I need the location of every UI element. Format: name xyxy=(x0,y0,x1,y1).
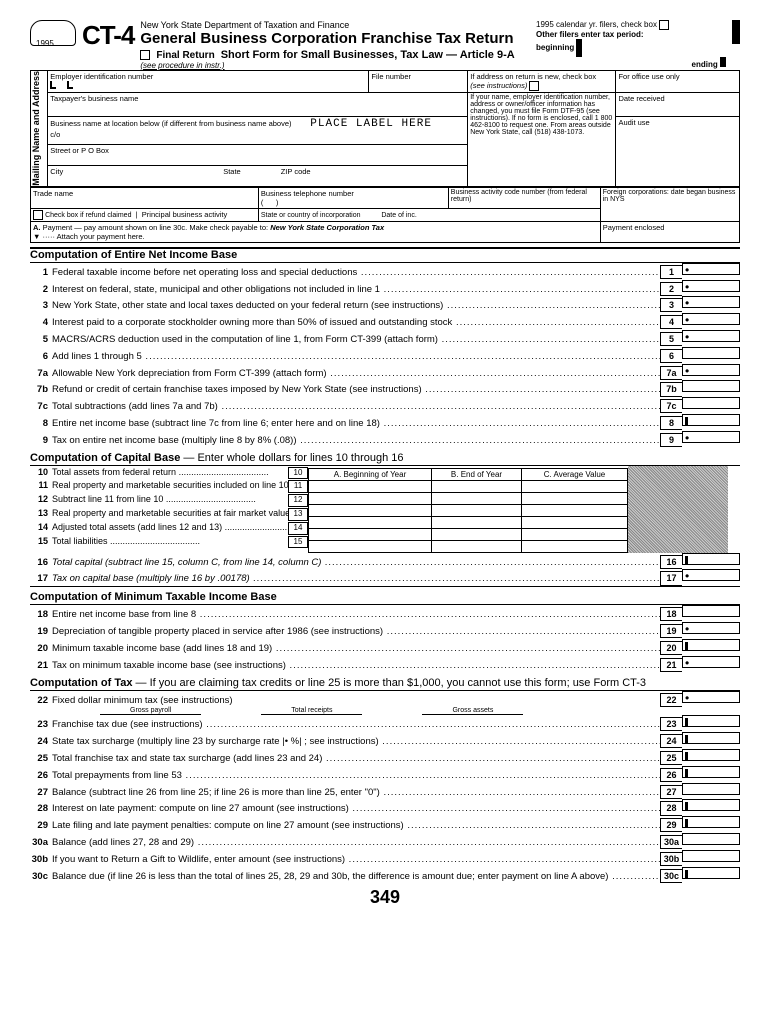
sec1-lines: 1Federal taxable income before net opera… xyxy=(30,263,740,448)
header-right: 1995 calendar yr. filers, check box Othe… xyxy=(536,20,726,69)
line-24: State tax surcharge (multiply line 23 by… xyxy=(52,736,660,749)
street[interactable]: Street or P O Box xyxy=(48,144,468,165)
city-state-zip[interactable]: CityStateZIP code xyxy=(48,165,468,186)
form-header: 1995 CT-4 New York State Department of T… xyxy=(30,20,740,70)
line-25: Total franchise tax and state tax surcha… xyxy=(52,753,660,766)
file-cell[interactable]: File number xyxy=(369,71,468,93)
beginning: beginning xyxy=(536,43,574,52)
final-checkbox[interactable] xyxy=(140,50,150,60)
ny-logo: 1995 xyxy=(30,20,76,54)
line-12: Subtract line 11 from line 10 xyxy=(52,493,288,505)
line-13: Real property and marketable securities … xyxy=(52,507,288,519)
line-9: Tax on entire net income base (multiply … xyxy=(52,435,660,448)
sec2-left: 10Total assets from federal return1011Re… xyxy=(30,466,308,553)
sec4-header: Computation of Tax — If you are claiming… xyxy=(30,677,740,691)
id-table: Mailing Name and Address Employer identi… xyxy=(30,70,740,187)
date-received: Date received xyxy=(616,93,740,117)
title: General Business Corporation Franchise T… xyxy=(140,30,530,47)
sec2-header: Computation of Capital Base — Enter whol… xyxy=(30,452,740,466)
line-30b: If you want to Return a Gift to Wildlife… xyxy=(52,854,660,867)
capital-table: A. Beginning of YearB. End of YearC. Ave… xyxy=(308,468,628,553)
line-7c: Total subtractions (add lines 7a and 7b) xyxy=(52,401,660,414)
pay-enclosed[interactable]: Payment enclosed xyxy=(600,221,739,242)
audit-use: Audit use xyxy=(616,117,740,186)
line-30a: Balance (add lines 27, 28 and 29) xyxy=(52,837,660,850)
sec3-header: Computation of Minimum Taxable Income Ba… xyxy=(30,591,740,605)
sec1-header: Computation of Entire Net Income Base xyxy=(30,247,740,263)
ein-cell[interactable]: Employer identification number xyxy=(48,71,369,93)
bloc[interactable]: Business name at location below (if diff… xyxy=(48,117,468,144)
line-26: Total prepayments from line 53 xyxy=(52,770,660,783)
line-4: Interest paid to a corporate stockholder… xyxy=(52,317,660,330)
page-number: 349 xyxy=(30,887,740,908)
cal-filers: 1995 calendar yr. filers, check box xyxy=(536,20,657,29)
cal-checkbox[interactable] xyxy=(659,20,669,30)
line-7a: Allowable New York depreciation from For… xyxy=(52,368,660,381)
line-29: Late filing and late payment penalties: … xyxy=(52,820,660,833)
sec3-lines: 18Entire net income base from line 81819… xyxy=(30,605,740,672)
corner-mark xyxy=(732,20,740,44)
line-27: Balance (subtract line 26 from line 25; … xyxy=(52,787,660,800)
year: 1995 xyxy=(36,39,54,48)
line-15: Total liabilities xyxy=(52,535,288,547)
col-a: A. Beginning of Year xyxy=(309,468,432,480)
line-23: Franchise tax due (see instructions) xyxy=(52,719,660,732)
short-form: Short Form for Small Businesses, Tax Law… xyxy=(221,49,515,61)
mailing-label: Mailing Name and Address xyxy=(31,71,41,186)
form-code: CT-4 xyxy=(82,20,134,51)
procedure: (see procedure in instr.) xyxy=(140,61,530,70)
line-16: Total capital (subtract line 15, column … xyxy=(52,557,660,570)
other-filers: Other filers enter tax period: xyxy=(536,30,726,39)
refund-row: Check box if refund claimed | Principal … xyxy=(31,208,259,221)
gross-labels: Gross payrollTotal receiptsGross assets xyxy=(100,707,740,715)
line-18: Entire net income base from line 8 xyxy=(52,609,660,622)
col-c: C. Average Value xyxy=(521,468,627,480)
col-b: B. End of Year xyxy=(432,468,522,480)
tbn[interactable]: Taxpayer's business name xyxy=(48,93,468,117)
bac[interactable]: Business activity code number (from fede… xyxy=(448,187,600,208)
line-2: Interest on federal, state, municipal an… xyxy=(52,284,660,297)
btel[interactable]: Business telephone number( ) xyxy=(258,187,448,208)
row2-table: Trade name Business telephone number( ) … xyxy=(30,187,740,243)
dept: New York State Department of Taxation an… xyxy=(140,20,530,30)
line-21: Tax on minimum taxable income base (see … xyxy=(52,660,660,673)
line-19: Depreciation of tangible property placed… xyxy=(52,626,660,639)
line-17: Tax on capital base (multiply line 16 by… xyxy=(52,573,660,586)
line-30c: Balance due (if line 26 is less than the… xyxy=(52,871,660,884)
line-22: Fixed dollar minimum tax (see instructio… xyxy=(52,695,660,708)
line-5: MACRS/ACRS deduction used in the computa… xyxy=(52,334,660,347)
soc-doi[interactable]: State or country of incorporation Date o… xyxy=(258,208,600,221)
line-6: Add lines 1 through 5 xyxy=(52,351,660,364)
tax-form: 1995 CT-4 New York State Department of T… xyxy=(30,20,740,908)
payment-line: A. Payment — pay amount shown on line 30… xyxy=(31,221,601,242)
line-11: Real property and marketable securities … xyxy=(52,479,288,491)
line-8: Entire net income base (subtract line 7c… xyxy=(52,418,660,431)
name-change-info: If your name, employer identification nu… xyxy=(468,93,616,187)
addr-chg: If address on return is new, check box(s… xyxy=(468,71,616,93)
line-28: Interest on late payment: compute on lin… xyxy=(52,803,660,816)
line-14: Adjusted total assets (add lines 12 and … xyxy=(52,521,288,533)
shade-box xyxy=(628,466,728,553)
ending: ending xyxy=(692,60,718,69)
line-20: Minimum taxable income base (add lines 1… xyxy=(52,643,660,656)
line-10: Total assets from federal return xyxy=(52,466,288,478)
final-lbl: Final Return xyxy=(156,50,214,61)
sec4-lines: 23Franchise tax due (see instructions)23… xyxy=(30,715,740,883)
line-3: New York State, other state and local ta… xyxy=(52,300,660,313)
office-use: For office use only xyxy=(616,71,740,93)
line-7b: Refund or credit of certain franchise ta… xyxy=(52,384,660,397)
foreign-corp: Foreign corporations: date began busines… xyxy=(600,187,739,221)
line-1: Federal taxable income before net operat… xyxy=(52,267,660,280)
trade[interactable]: Trade name xyxy=(31,187,259,208)
